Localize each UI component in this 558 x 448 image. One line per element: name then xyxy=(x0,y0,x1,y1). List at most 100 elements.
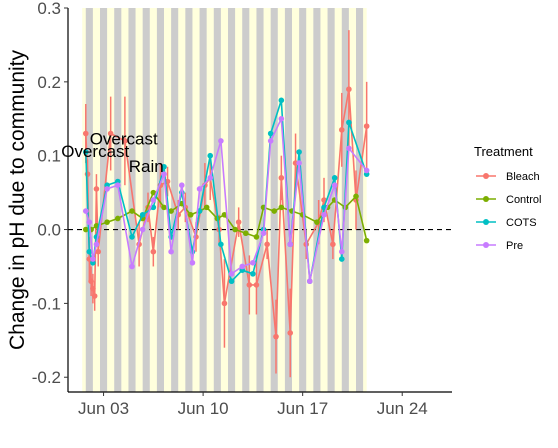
legend-label: COTS xyxy=(506,217,537,229)
data-point xyxy=(273,333,279,340)
night-band xyxy=(256,8,264,392)
y-tick-label: -0.2 xyxy=(32,368,61,387)
annotation-label: Rain xyxy=(129,157,164,176)
data-point xyxy=(278,97,285,104)
data-point xyxy=(331,182,338,189)
data-point xyxy=(296,149,302,155)
data-point xyxy=(218,138,224,144)
data-point xyxy=(253,282,260,288)
data-point xyxy=(86,219,93,225)
legend-key-point xyxy=(483,196,489,202)
data-point xyxy=(306,278,313,285)
data-point xyxy=(363,123,370,129)
data-point xyxy=(139,226,146,233)
night-band xyxy=(313,8,321,392)
y-axis-title: Change in pH due to community xyxy=(6,50,29,350)
data-point xyxy=(363,237,370,244)
data-point xyxy=(330,241,336,248)
data-point xyxy=(88,278,94,285)
data-point xyxy=(189,259,196,266)
data-point xyxy=(338,127,345,133)
data-point xyxy=(278,115,285,122)
data-point xyxy=(287,330,294,336)
data-point xyxy=(232,226,238,233)
data-point xyxy=(260,230,267,237)
data-point xyxy=(161,171,167,177)
data-point xyxy=(82,149,89,155)
legend-item-control: Control xyxy=(476,194,541,206)
data-point xyxy=(264,241,270,248)
data-point xyxy=(228,278,235,285)
legend-label: Control xyxy=(506,194,541,206)
data-point xyxy=(363,167,370,174)
night-band xyxy=(327,8,335,392)
data-point xyxy=(338,248,345,255)
data-point xyxy=(178,182,185,189)
data-point xyxy=(82,130,89,137)
data-point xyxy=(221,300,228,307)
night-band xyxy=(213,8,221,392)
data-point xyxy=(239,263,246,270)
legend-item-bleach: Bleach xyxy=(476,171,540,183)
data-point xyxy=(246,282,253,288)
data-point xyxy=(338,256,345,262)
data-point xyxy=(346,119,352,126)
data-point xyxy=(104,186,110,192)
legend-key-point xyxy=(483,173,489,179)
data-point xyxy=(91,293,98,299)
data-point xyxy=(221,211,228,218)
data-point xyxy=(104,219,110,225)
data-point xyxy=(161,204,167,211)
data-point xyxy=(114,182,121,189)
y-tick-label: -0.1 xyxy=(32,294,61,313)
night-band xyxy=(270,8,278,392)
data-point xyxy=(228,271,235,277)
data-point xyxy=(168,208,174,214)
legend-item-pre: Pre xyxy=(476,240,523,252)
data-point xyxy=(196,186,203,192)
data-point xyxy=(168,248,174,255)
data-point xyxy=(353,193,359,200)
data-point xyxy=(90,285,96,292)
series-layer xyxy=(82,30,370,378)
data-point xyxy=(278,175,285,181)
x-tick-label: Jun 24 xyxy=(377,399,428,418)
data-point xyxy=(250,259,256,266)
data-point xyxy=(207,152,214,159)
night-band xyxy=(128,8,136,392)
series-bleach xyxy=(82,30,370,378)
legend-key-point xyxy=(483,242,489,248)
y-tick-label: 0.3 xyxy=(37,0,61,18)
data-point xyxy=(107,130,114,137)
data-point xyxy=(95,248,102,255)
y-tick-label: 0.1 xyxy=(37,147,61,166)
data-point xyxy=(90,256,96,262)
y-tick-label: 0.2 xyxy=(37,73,61,92)
data-point xyxy=(321,211,327,218)
night-band xyxy=(185,8,193,392)
series-control xyxy=(82,189,370,244)
night-band xyxy=(171,8,179,392)
data-point xyxy=(150,197,157,203)
annotation-label: Overcast xyxy=(61,142,129,161)
y-tick-label: 0.0 xyxy=(37,221,61,240)
annotation-label: Overcast xyxy=(90,130,158,149)
night-band xyxy=(284,8,292,392)
data-point xyxy=(150,248,157,255)
data-point xyxy=(129,234,135,240)
data-point xyxy=(86,248,93,255)
data-point xyxy=(242,230,249,237)
night-band xyxy=(142,8,150,392)
night-band xyxy=(356,8,364,392)
data-point xyxy=(218,241,224,248)
series-pre xyxy=(82,115,370,285)
data-point xyxy=(253,234,260,240)
data-point xyxy=(346,86,352,93)
data-point xyxy=(93,241,100,248)
legend-item-cots: COTS xyxy=(476,217,537,229)
data-point xyxy=(346,145,352,152)
data-point xyxy=(129,208,135,214)
data-point xyxy=(287,241,294,248)
